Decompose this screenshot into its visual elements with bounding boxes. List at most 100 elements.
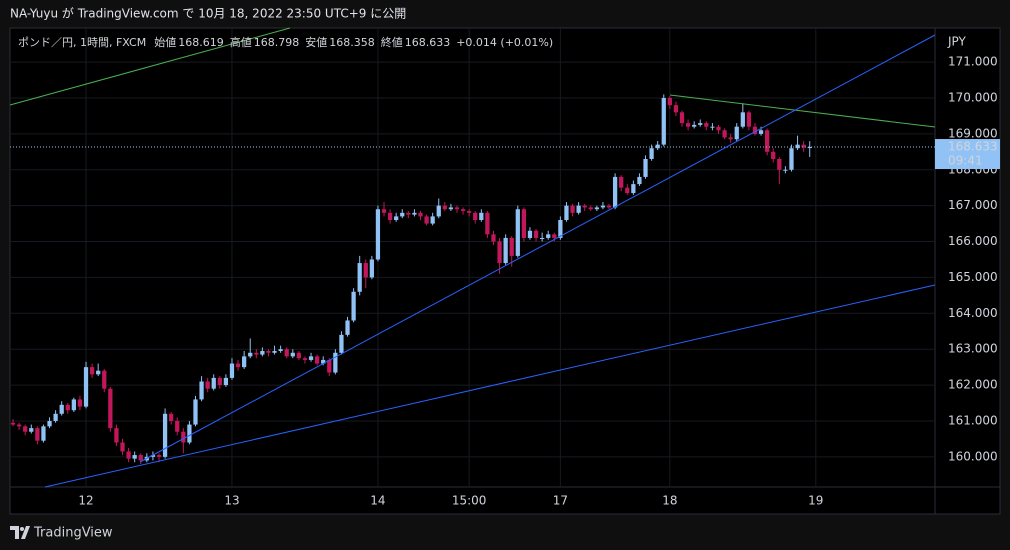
candle-body — [229, 363, 235, 378]
candle-body — [223, 377, 229, 386]
candle-body — [369, 259, 374, 278]
x-tick-label: 18 — [662, 494, 677, 508]
candle-body — [765, 130, 770, 152]
candle-body — [777, 158, 782, 170]
candle-body — [23, 426, 28, 432]
candle-body — [527, 230, 533, 238]
candle-body — [521, 209, 527, 238]
candle-body — [83, 367, 89, 407]
candle-body — [661, 97, 666, 145]
candle-body — [381, 209, 387, 213]
candle-body — [540, 237, 545, 239]
candle-body — [47, 420, 52, 427]
candle-body — [655, 144, 660, 149]
candle-body — [327, 359, 332, 373]
legend-label: 始値 — [154, 35, 176, 49]
candle-body — [515, 209, 520, 256]
candle-body — [205, 381, 210, 389]
candle-body — [740, 112, 745, 127]
candle-body — [339, 334, 344, 353]
candle-body — [351, 291, 356, 321]
logo — [10, 526, 30, 539]
candle-body — [400, 212, 405, 217]
candle-body — [497, 241, 502, 264]
publish-header: NA-Yuyu が TradingView.com で 10月 18, 2022… — [10, 6, 406, 21]
candle-body — [181, 431, 186, 443]
legend-label: 安値 — [305, 35, 327, 49]
candle-body — [363, 263, 368, 278]
candle-body — [162, 413, 168, 457]
candle-body — [692, 124, 697, 127]
legend-change: +0.014 (+0.01%) — [456, 36, 553, 49]
legend-value: 168.633 — [405, 36, 451, 49]
trend-line — [669, 94, 936, 128]
candle-body — [442, 205, 447, 210]
candle-body — [254, 352, 259, 355]
candle-body — [217, 377, 222, 386]
candle-body — [619, 176, 624, 188]
candle-body — [357, 263, 362, 292]
candle-body — [387, 212, 393, 220]
candle-body — [235, 363, 241, 368]
candle-body — [65, 404, 70, 411]
candle-body — [454, 207, 460, 210]
y-tick-label: 167.000 — [948, 198, 998, 212]
candle-body — [418, 212, 423, 217]
candle-body — [752, 126, 758, 134]
candle-body — [552, 234, 557, 238]
y-tick-label: 164.000 — [948, 306, 998, 320]
candle-body — [649, 148, 654, 159]
candle-body — [467, 211, 472, 213]
candle-body — [558, 219, 563, 238]
candle-body — [430, 216, 435, 224]
candle-body — [479, 212, 484, 220]
candle-body — [582, 205, 587, 208]
legend-value: 168.619 — [178, 36, 224, 49]
candle-body — [59, 404, 64, 414]
candle-body — [138, 455, 143, 461]
candle-body — [704, 123, 709, 127]
candle-body — [156, 455, 162, 457]
candle-body — [546, 234, 551, 238]
candle-body — [673, 105, 679, 113]
candle-body — [29, 428, 34, 432]
candle-body — [126, 451, 131, 459]
candle-body — [248, 352, 253, 357]
candle-body — [460, 209, 466, 212]
candle-body — [564, 205, 569, 220]
candle-body — [77, 399, 83, 407]
y-tick-label: 160.000 — [948, 449, 998, 463]
candle-body — [321, 359, 326, 364]
candle-body — [783, 169, 788, 171]
candle-body — [10, 422, 16, 425]
candle-body — [807, 147, 812, 149]
chart-frame — [9, 27, 1001, 515]
candle-body — [187, 424, 192, 443]
candle-body — [485, 212, 490, 235]
candle-body — [96, 370, 101, 375]
candle-body — [801, 144, 806, 148]
x-tick-label: 19 — [808, 494, 823, 508]
logo-dot — [20, 527, 24, 531]
y-tick-label: 165.000 — [948, 270, 998, 284]
candle-body — [758, 130, 764, 134]
candle-body — [576, 205, 581, 213]
drawings — [9, 27, 936, 488]
plot — [10, 28, 935, 487]
candle-body — [278, 349, 283, 351]
x-tick-label: 13 — [224, 494, 239, 508]
legend-value: 168.798 — [254, 36, 300, 49]
candle-body — [588, 207, 593, 210]
candle-body — [108, 388, 113, 429]
candle-body — [290, 352, 295, 357]
x-tick-label: 14 — [370, 494, 385, 508]
candle-body — [722, 130, 727, 138]
candle-body — [424, 216, 429, 224]
candle-body — [89, 367, 95, 375]
candle-body — [698, 123, 703, 125]
brand: TradingView — [10, 526, 113, 541]
candle-body — [132, 455, 137, 459]
legend-label: 終値 — [381, 35, 403, 49]
candle-body — [679, 112, 685, 124]
candle-body — [600, 205, 606, 208]
